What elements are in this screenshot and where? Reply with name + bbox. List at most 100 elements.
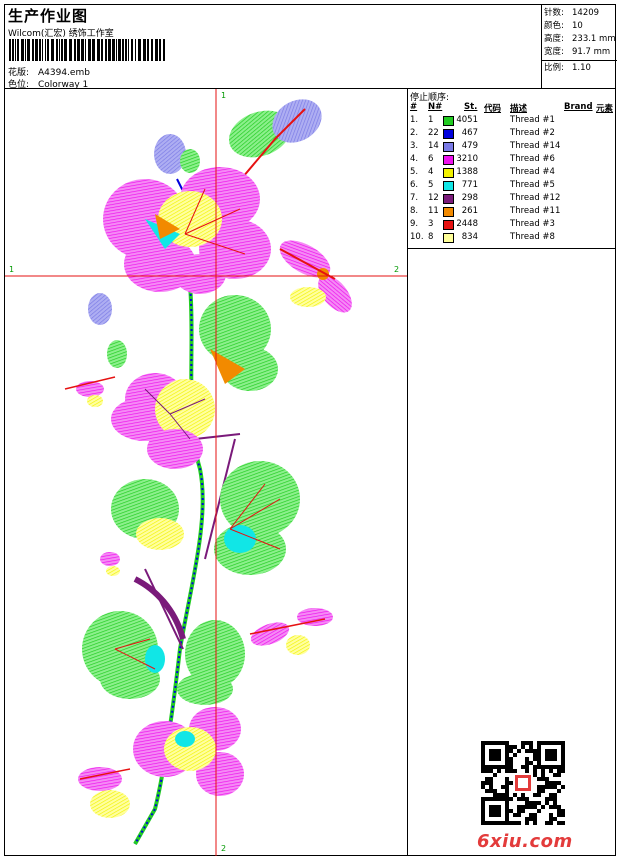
row-description: Thread #1 — [510, 115, 555, 125]
file-label: 花版: — [8, 68, 30, 78]
stat-height: 高度: 233.1 mm — [544, 32, 616, 44]
color-swatch — [443, 233, 454, 243]
table-row: 10. 8 834 Thread #8 — [408, 232, 616, 245]
row-index: 10. — [410, 232, 424, 242]
table-row: 7. 12 298 Thread #12 — [408, 193, 616, 206]
row-needle: 5 — [428, 180, 434, 190]
studio-name: Wilcom(汇宏) 绣饰工作室 — [8, 29, 114, 39]
embroidery-design-area: 1 2 1 2 — [5, 89, 408, 856]
color-swatch — [443, 181, 454, 191]
stat-label: 比例: — [544, 63, 564, 73]
col-header-index: # — [410, 102, 418, 112]
crosshair-marker-right: 2 — [394, 265, 400, 274]
row-stitches: 771 — [461, 180, 478, 190]
table-row: 6. 5 771 Thread #5 — [408, 180, 616, 193]
stat-stitches: 针数: 14209 — [544, 6, 599, 18]
row-stitches: 834 — [461, 232, 478, 242]
stat-value: 91.7 mm — [572, 47, 611, 57]
color-swatch — [443, 155, 454, 165]
row-stitches: 3210 — [456, 154, 478, 164]
color-swatch — [443, 116, 454, 126]
thread-sequence-table: 停止顺序: # N# St. 代码 描述 Brand 元素 1. 1 4051 Thr… — [408, 89, 616, 249]
stat-value: 1.10 — [572, 63, 591, 73]
row-index: 8. — [410, 206, 419, 216]
stat-value: 14209 — [572, 8, 600, 18]
row-description: Thread #8 — [510, 232, 555, 242]
row-index: 1. — [410, 115, 419, 125]
stat-label: 针数: — [544, 8, 564, 18]
row-description: Thread #3 — [510, 219, 555, 229]
stat-colors: 颜色: 10 — [544, 19, 583, 31]
row-needle: 14 — [428, 141, 439, 151]
row-needle: 4 — [428, 167, 434, 177]
row-needle: 6 — [428, 154, 434, 164]
table-row: 9. 3 2448 Thread #3 — [408, 219, 616, 232]
file-value: A4394.emb — [38, 68, 90, 78]
col-header-description: 描述 — [510, 104, 528, 114]
row-stitches: 4051 — [456, 115, 478, 125]
row-stitches: 2448 — [456, 219, 478, 229]
crosshair-marker-top: 1 — [221, 91, 227, 100]
row-index: 2. — [410, 128, 419, 138]
stats-box: 针数: 14209 颜色: 10 高度: 233.1 mm 宽度: 91.7 mm — [542, 5, 617, 61]
row-description: Thread #2 — [510, 128, 555, 138]
crosshair-marker-left: 1 — [9, 265, 15, 274]
colorway-label: 色位: — [8, 80, 30, 90]
row-stitches: 479 — [461, 141, 478, 151]
row-needle: 22 — [428, 128, 439, 138]
header-stats: 针数: 14209 颜色: 10 高度: 233.1 mm 宽度: 91.7 mm 比例… — [541, 5, 617, 89]
row-description: Thread #11 — [510, 206, 561, 216]
crosshair-marker-bottom: 2 — [221, 844, 227, 853]
row-needle: 3 — [428, 219, 434, 229]
stat-label: 宽度: — [544, 47, 564, 57]
row-description: Thread #12 — [510, 193, 561, 203]
col-header-code: 代码 — [484, 104, 502, 114]
file-name-line: 花版: A4394.emb — [8, 65, 90, 78]
table-row: 5. 4 1388 Thread #4 — [408, 167, 616, 180]
col-header-stitches: St. — [464, 102, 478, 112]
stat-label: 高度: — [544, 34, 564, 44]
row-needle: 11 — [428, 206, 439, 216]
table-row: 3. 14 479 Thread #14 — [408, 141, 616, 154]
row-index: 7. — [410, 193, 419, 203]
colorway-value: Colorway 1 — [38, 80, 89, 90]
row-description: Thread #5 — [510, 180, 555, 190]
production-sheet: 生产作业图 Wilcom(汇宏) 绣饰工作室 花版: A4394.emb 色位: C… — [4, 4, 617, 856]
row-description: Thread #4 — [510, 167, 555, 177]
row-index: 5. — [410, 167, 419, 177]
table-row: 8. 11 261 Thread #11 — [408, 206, 616, 219]
qr-code — [481, 741, 565, 825]
color-swatch — [443, 129, 454, 139]
row-description: Thread #14 — [510, 141, 561, 151]
row-stitches: 298 — [461, 193, 478, 203]
table-row: 4. 6 3210 Thread #6 — [408, 154, 616, 167]
row-needle: 1 — [428, 115, 434, 125]
table-row: 1. 1 4051 Thread #1 — [408, 115, 616, 128]
col-header-element: 元素 — [596, 104, 614, 114]
color-swatch — [443, 168, 454, 178]
row-needle: 8 — [428, 232, 434, 242]
stat-value: 10 — [572, 21, 583, 31]
stat-label: 颜色: — [544, 21, 564, 31]
embroidery-design — [5, 89, 407, 856]
color-swatch — [443, 220, 454, 230]
row-index: 9. — [410, 219, 419, 229]
stat-scale: 比例: 1.10 — [544, 61, 591, 73]
stat-width: 宽度: 91.7 mm — [544, 45, 610, 57]
row-index: 4. — [410, 154, 419, 164]
row-description: Thread #6 — [510, 154, 555, 164]
row-stitches: 261 — [461, 206, 478, 216]
col-header-needle: N# — [428, 102, 443, 112]
row-index: 6. — [410, 180, 419, 190]
row-index: 3. — [410, 141, 419, 151]
row-stitches: 1388 — [456, 167, 478, 177]
col-header-brand: Brand — [564, 102, 593, 112]
sheet-title: 生产作业图 — [8, 7, 89, 25]
barcode — [9, 39, 165, 61]
color-swatch — [443, 142, 454, 152]
header-info: 生产作业图 Wilcom(汇宏) 绣饰工作室 花版: A4394.emb 色位: C… — [5, 5, 541, 90]
colorway-line: 色位: Colorway 1 — [8, 77, 88, 90]
color-swatch — [443, 194, 454, 204]
table-row: 2. 22 467 Thread #2 — [408, 128, 616, 141]
color-swatch — [443, 207, 454, 217]
